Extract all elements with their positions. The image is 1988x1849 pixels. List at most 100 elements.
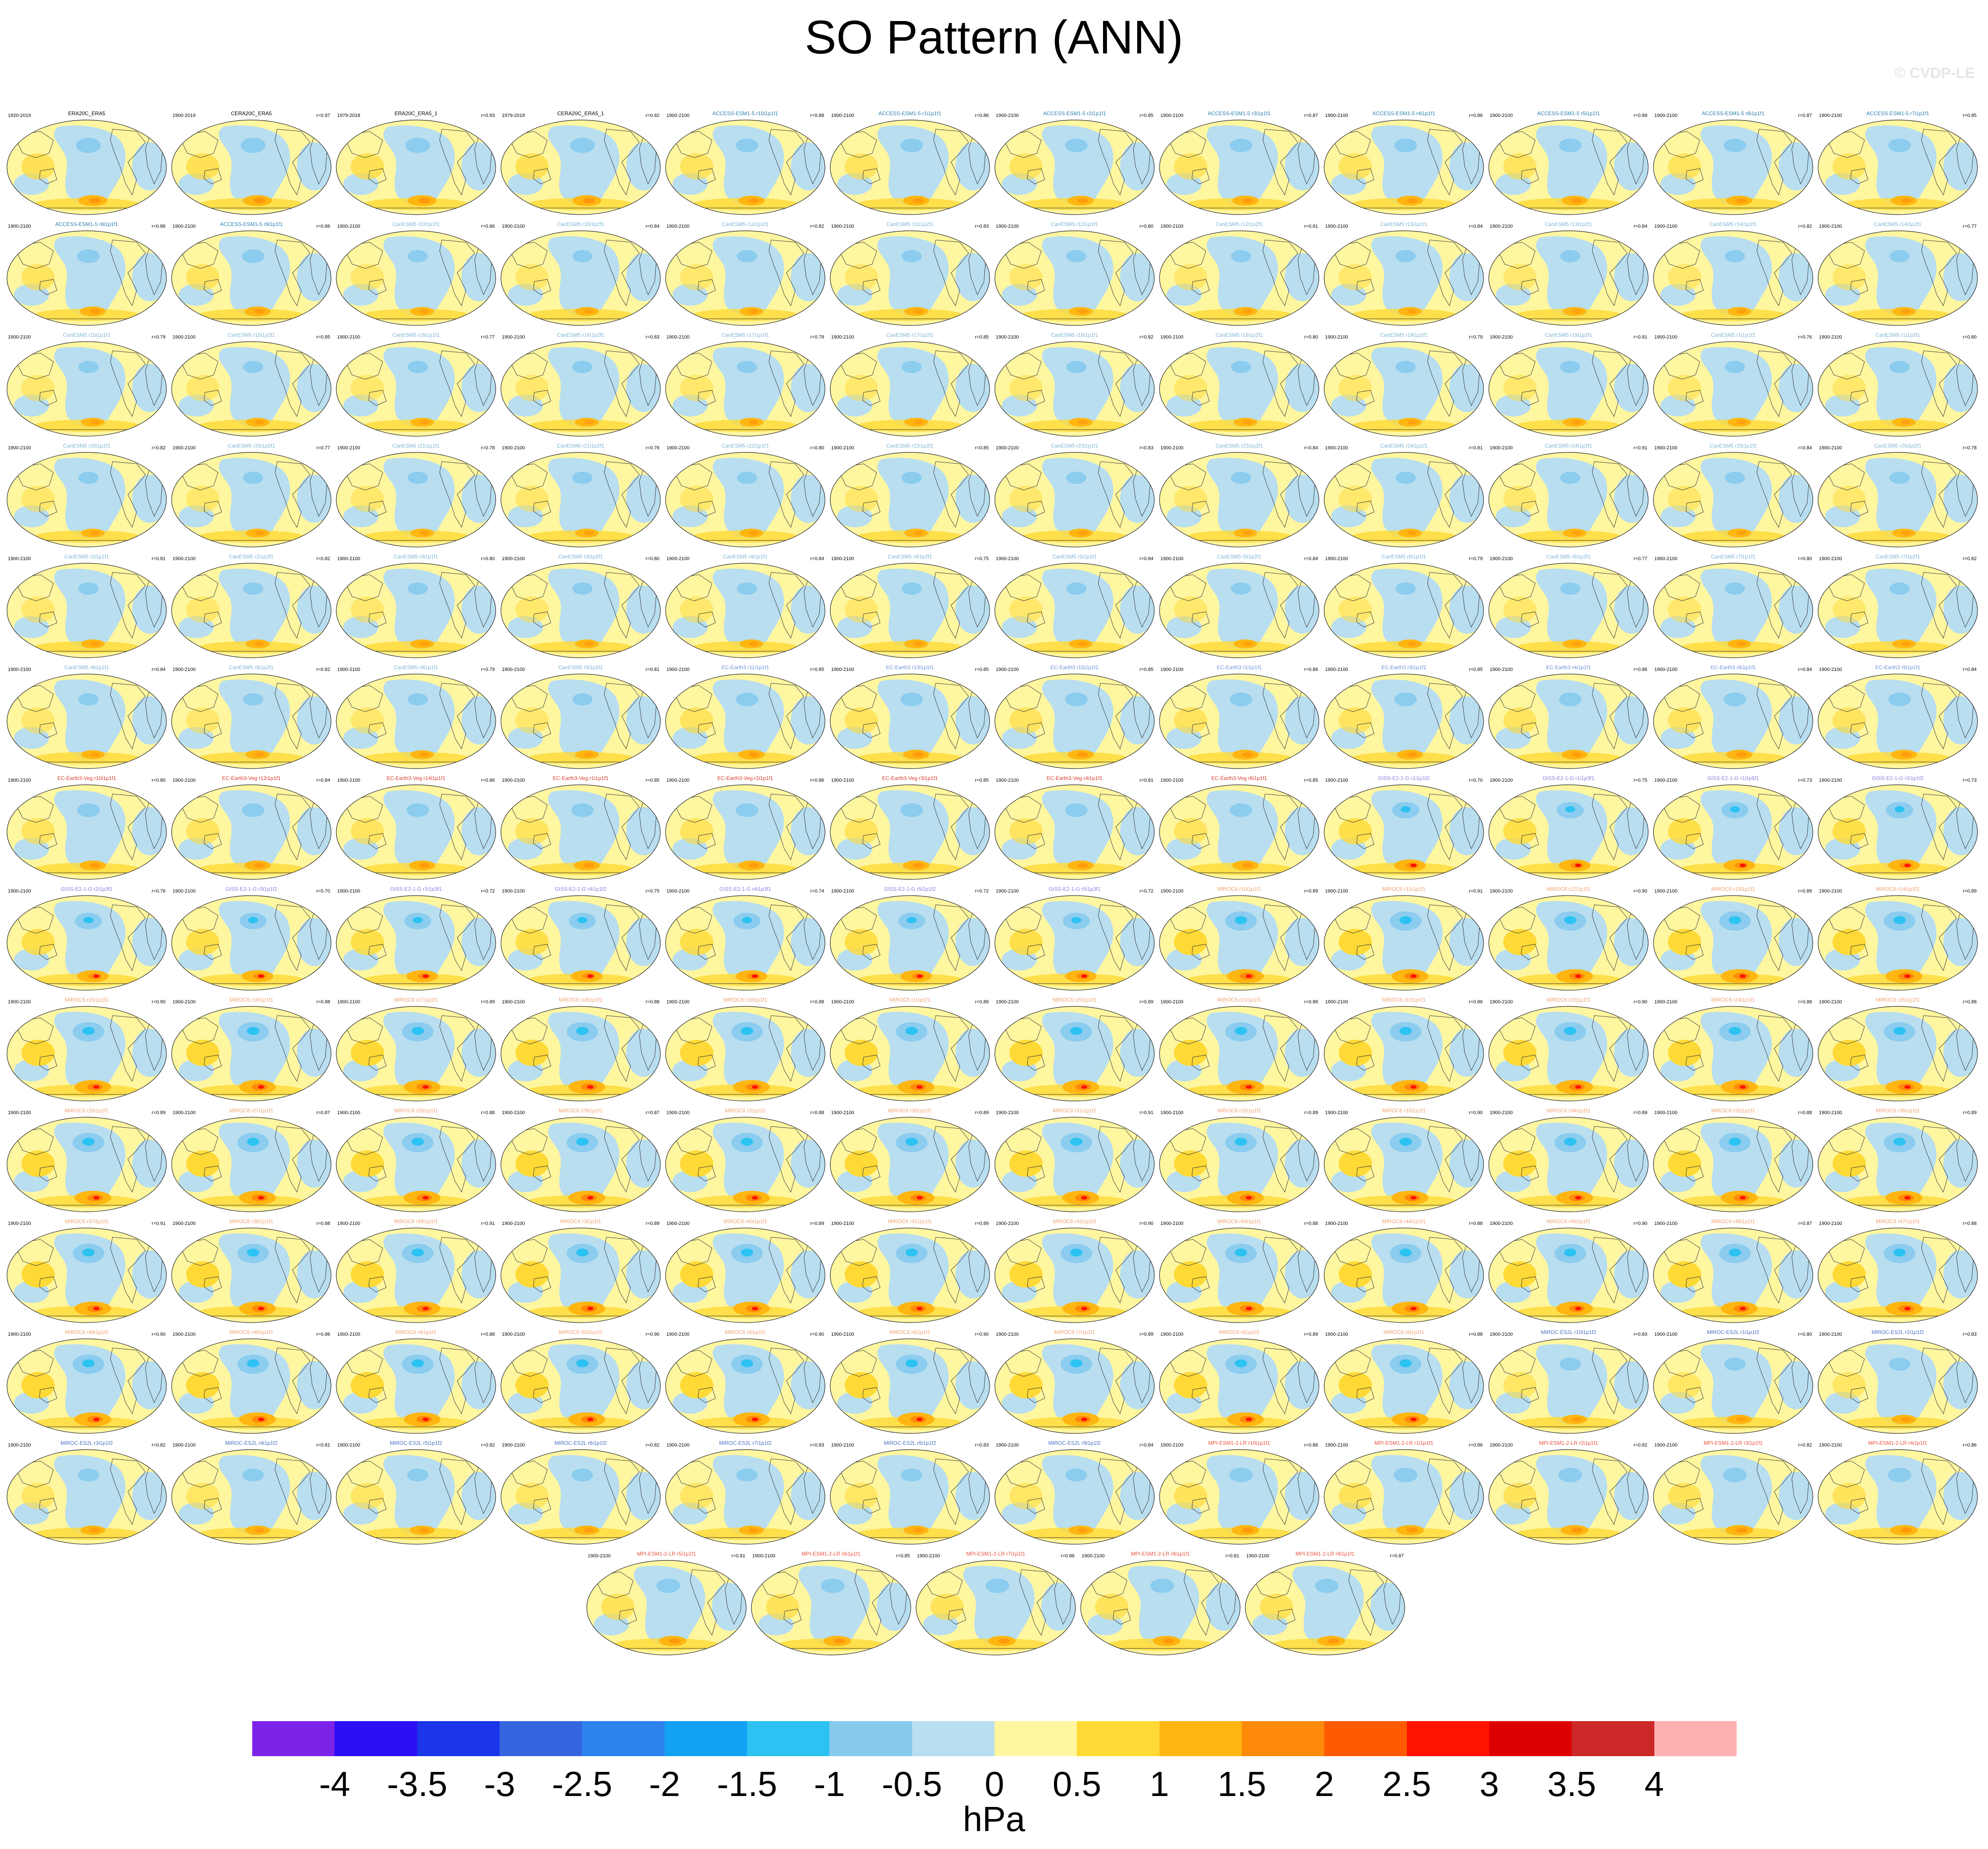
map-panel: GISS-E2-1-G r2i1p3f1 1900-2100 r=0.76	[5, 886, 168, 994]
panel-years: 1900-2100	[502, 999, 525, 1005]
panel-correlation: r=0.91	[152, 1221, 166, 1226]
pattern-map	[1159, 341, 1319, 437]
map-panel: MIROC6 r12i1p1f1 1900-2100 r=0.90	[1487, 886, 1650, 994]
panel-title: GISS-E2-1-G r3i1p1f2	[225, 886, 278, 892]
panel-correlation: r=0.89	[1139, 999, 1154, 1005]
colorbar-tick-label: -2	[649, 1764, 680, 1803]
pattern-map	[1159, 1338, 1319, 1434]
colorbar-tick-label: -3	[484, 1764, 515, 1803]
panel-title: EC-Earth3-Veg r14i1p1f1	[386, 775, 446, 781]
pattern-map	[1159, 1228, 1319, 1323]
pattern-map	[171, 563, 331, 658]
panel-years: 1900-2100	[1325, 445, 1348, 451]
panel-title: CanESM5 r6i1p2f1	[1546, 554, 1591, 560]
colorbar-tick-label: -4	[319, 1764, 350, 1803]
panel-years: 1900-2100	[996, 1443, 1019, 1448]
colorbar-bin	[582, 1721, 665, 1756]
map-panel: MIROC6 r30i1p1f1 1900-2100 r=0.89	[828, 1108, 991, 1215]
map-panel: MIROC6 r5i1p1f1 1900-2100 r=0.90	[664, 1329, 827, 1437]
panel-years: 1900-2100	[1819, 1110, 1842, 1115]
pattern-map	[830, 341, 990, 437]
panel-correlation: r=0.86	[1469, 113, 1483, 118]
panel-years: 1900-2100	[1654, 335, 1678, 340]
panel-title: CanESM5 r18i1p2f1	[1215, 332, 1263, 338]
panel-years: 1900-2100	[1325, 1110, 1348, 1115]
panel-years: 1900-2100	[8, 999, 31, 1005]
panel-correlation: r=0.79	[1469, 556, 1483, 561]
panel-title: CanESM5 r12i1p2f1	[1215, 221, 1263, 227]
pattern-map	[1818, 230, 1978, 326]
panel-title: MIROC6 r34i1p1f1	[1546, 1108, 1591, 1114]
panel-years: 1900-2100	[8, 1332, 31, 1337]
panel-correlation: r=0.93	[481, 113, 495, 118]
panel-correlation: r=0.80	[481, 556, 495, 561]
pattern-map	[665, 1228, 825, 1323]
panel-correlation: r=0.75	[975, 556, 989, 561]
panel-years: 1900-2100	[1325, 1221, 1348, 1226]
map-panel: CanESM5 r25i1p2f1 1900-2100 r=0.78	[1816, 443, 1979, 550]
panel-years: 1900-2100	[831, 1221, 854, 1226]
pattern-map	[501, 674, 661, 769]
pattern-map	[336, 230, 496, 326]
panel-correlation: r=0.82	[481, 1443, 495, 1448]
panel-title: EC-Earth3 r15i1p1f1	[1050, 664, 1099, 670]
map-panel: MIROC-ES2L r2i1p1f2 1900-2100 r=0.83	[1816, 1329, 1979, 1437]
panel-correlation: r=0.86	[152, 224, 166, 229]
panel-correlation: r=0.77	[481, 335, 495, 340]
panel-title: MIROC6 r13i1p1f1	[1711, 886, 1755, 892]
panel-title: CanESM5 r2i1p1f1	[64, 554, 109, 560]
map-panel: EC-Earth3 r15i1p1f1 1900-2100 r=0.85	[993, 664, 1156, 772]
map-panel: CanESM5 r21i1p2f1 1900-2100 r=0.76	[499, 443, 662, 550]
panel-years: 1900-2100	[337, 445, 360, 451]
panel-correlation: r=0.80	[1139, 224, 1154, 229]
panel-correlation: r=0.81	[1139, 778, 1154, 783]
panel-correlation: r=0.84	[1798, 667, 1812, 672]
panel-years: 1900-2100	[831, 889, 854, 894]
map-panel: CanESM5 r24i1p2f1 1900-2100 r=0.91	[1487, 443, 1650, 550]
pattern-map	[1324, 1006, 1484, 1101]
panel-years: 1900-2100	[1490, 1332, 1513, 1337]
panel-correlation: r=0.85	[975, 335, 989, 340]
panel-years: 1900-2100	[1654, 1443, 1678, 1448]
pattern-map	[7, 341, 167, 437]
pattern-map	[336, 1117, 496, 1212]
panel-correlation: r=0.89	[1139, 1332, 1154, 1337]
panel-correlation: r=0.89	[481, 999, 495, 1005]
panel-title: MIROC6 r14i1p1f1	[1875, 886, 1920, 892]
map-panel: CanESM5 r11i1p1f1 1900-2100 r=0.82	[664, 221, 827, 329]
panel-correlation: r=0.86	[1304, 667, 1318, 672]
pattern-map	[336, 1338, 496, 1434]
colorbar-bin	[335, 1721, 418, 1756]
panel-correlation: r=0.86	[975, 113, 989, 118]
panel-years: 1900-2019	[173, 113, 196, 118]
map-panel: CanESM5 r8i1p1f1 1900-2100 r=0.84	[5, 664, 168, 772]
panel-years: 1900-2100	[502, 1110, 525, 1115]
pattern-map	[830, 1449, 990, 1545]
panel-years: 1900-2100	[1325, 335, 1348, 340]
pattern-map	[501, 784, 661, 880]
panel-title: MIROC6 r16i1p1f1	[229, 997, 274, 1003]
panel-correlation: r=0.90	[152, 1332, 166, 1337]
colorbar-bin	[1572, 1721, 1655, 1756]
pattern-map	[665, 1117, 825, 1212]
panel-years: 1900-2100	[1819, 1443, 1842, 1448]
panel-years: 1900-2100	[1490, 445, 1513, 451]
map-panel: MIROC-ES2L r10i1p1f2 1900-2100 r=0.83	[1487, 1329, 1650, 1437]
panel-title: MIROC6 r41i1p1f1	[888, 1218, 932, 1224]
panel-years: 1900-2100	[502, 224, 525, 229]
panel-title: MIROC6 r42i1p1f1	[1052, 1218, 1097, 1224]
map-panel: MIROC6 r41i1p1f1 1900-2100 r=0.89	[828, 1218, 991, 1326]
panel-years: 1900-2100	[666, 1221, 690, 1226]
panel-title: CanESM5 r7i1p2f1	[1875, 554, 1920, 560]
panel-years: 1900-2100	[1490, 1443, 1513, 1448]
pattern-map	[336, 120, 496, 215]
pattern-map	[1324, 1338, 1484, 1434]
panel-title: CanESM5 r17i1p1f1	[721, 332, 769, 338]
map-panel: ACCESS-ESM1-5 r3i1p1f1 1900-2100 r=0.87	[1158, 110, 1321, 218]
pattern-map	[7, 1338, 167, 1434]
pattern-map	[336, 784, 496, 880]
map-panel: CanESM5 r16i1p1f1 1900-2100 r=0.77	[335, 332, 497, 440]
map-panel: MIROC6 r27i1p1f1 1900-2100 r=0.87	[170, 1108, 333, 1215]
map-panel: MIROC6 r21i1p1f1 1900-2100 r=0.88	[1158, 997, 1321, 1104]
panel-title: MIROC6 r10i1p1f1	[1217, 886, 1262, 892]
